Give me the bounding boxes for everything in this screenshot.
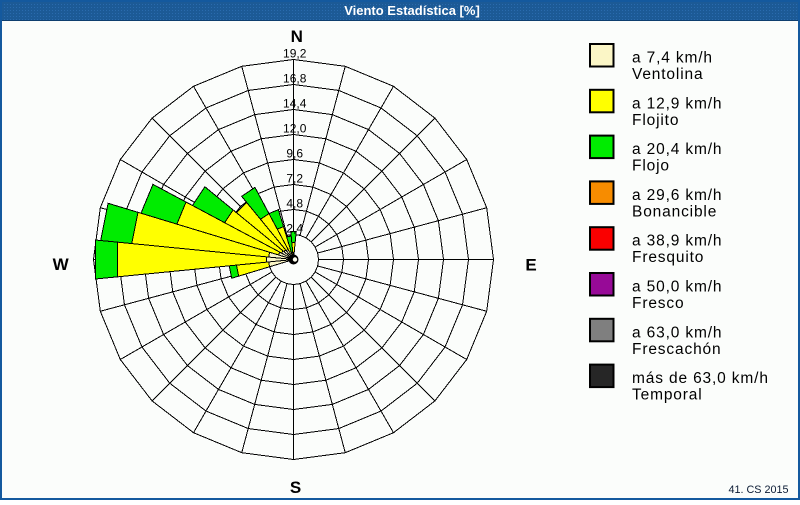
svg-text:W: W [53,255,70,274]
svg-text:a 20,4 km/h: a 20,4 km/h [632,141,722,158]
svg-text:a 12,9 km/h: a 12,9 km/h [632,95,722,112]
svg-text:2,4: 2,4 [286,222,303,236]
svg-text:a 7,4 km/h: a 7,4 km/h [632,50,713,67]
svg-text:16,8: 16,8 [283,72,307,86]
svg-text:a 29,6 km/h: a 29,6 km/h [632,187,722,204]
svg-text:Flojo: Flojo [632,158,670,175]
svg-text:19,2: 19,2 [283,47,307,61]
svg-text:Fresco: Fresco [632,295,684,312]
svg-text:Temporal: Temporal [632,387,703,404]
svg-text:41. CS 2015: 41. CS 2015 [728,484,788,496]
svg-text:4,8: 4,8 [286,197,303,211]
svg-text:Flojito: Flojito [632,112,679,129]
svg-text:Ventolina: Ventolina [632,66,703,83]
svg-text:7,2: 7,2 [286,172,303,186]
svg-text:9,6: 9,6 [286,147,303,161]
svg-text:Frescachón: Frescachón [632,341,721,358]
svg-text:Viento Estadística [%]: Viento Estadística [%] [344,3,480,18]
svg-text:14,4: 14,4 [283,97,307,111]
svg-text:a 63,0 km/h: a 63,0 km/h [632,324,722,341]
svg-text:E: E [525,256,536,275]
svg-text:S: S [290,478,301,497]
svg-text:12,0: 12,0 [283,122,307,136]
svg-text:a 38,9 km/h: a 38,9 km/h [632,233,722,250]
svg-text:N: N [291,27,303,46]
svg-text:a 50,0 km/h: a 50,0 km/h [632,279,722,296]
svg-text:Bonancible: Bonancible [632,203,717,220]
svg-text:más de 63,0 km/h: más de 63,0 km/h [632,370,769,387]
svg-text:Fresquito: Fresquito [632,249,704,266]
